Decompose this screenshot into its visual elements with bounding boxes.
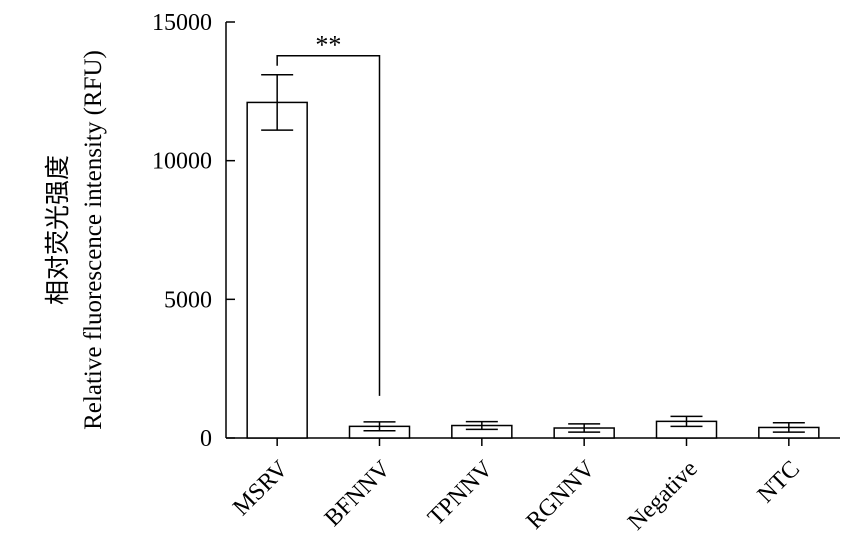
significance-label: ** <box>315 31 341 60</box>
x-tick-label: BFNNV <box>320 455 396 531</box>
y-tick-label: 5000 <box>164 287 212 313</box>
x-tick-label: MSRV <box>228 455 294 521</box>
y-tick-label: 15000 <box>152 10 212 36</box>
x-tick-label: RGNNV <box>522 455 601 534</box>
x-tick-label: Negative <box>623 456 703 536</box>
y-tick-label: 10000 <box>152 149 212 175</box>
y-axis-label-chinese: 相对荧光强度 <box>44 155 72 305</box>
bracket-line <box>276 54 381 396</box>
y-axis-label: Relative fluorescence intensity (RFU) <box>80 50 107 430</box>
y-tick-label: 0 <box>200 426 212 452</box>
bars <box>246 73 820 439</box>
x-axis: MSRV BFNNV TPNNV RGNNV Negative NTC <box>226 437 840 536</box>
x-tick-label: TPNNV <box>423 455 498 530</box>
x-tick-label: NTC <box>753 456 805 508</box>
y-axis: 0 5000 10000 15000 <box>152 10 235 452</box>
bar <box>246 101 308 439</box>
significance-bracket: ** <box>276 31 381 396</box>
